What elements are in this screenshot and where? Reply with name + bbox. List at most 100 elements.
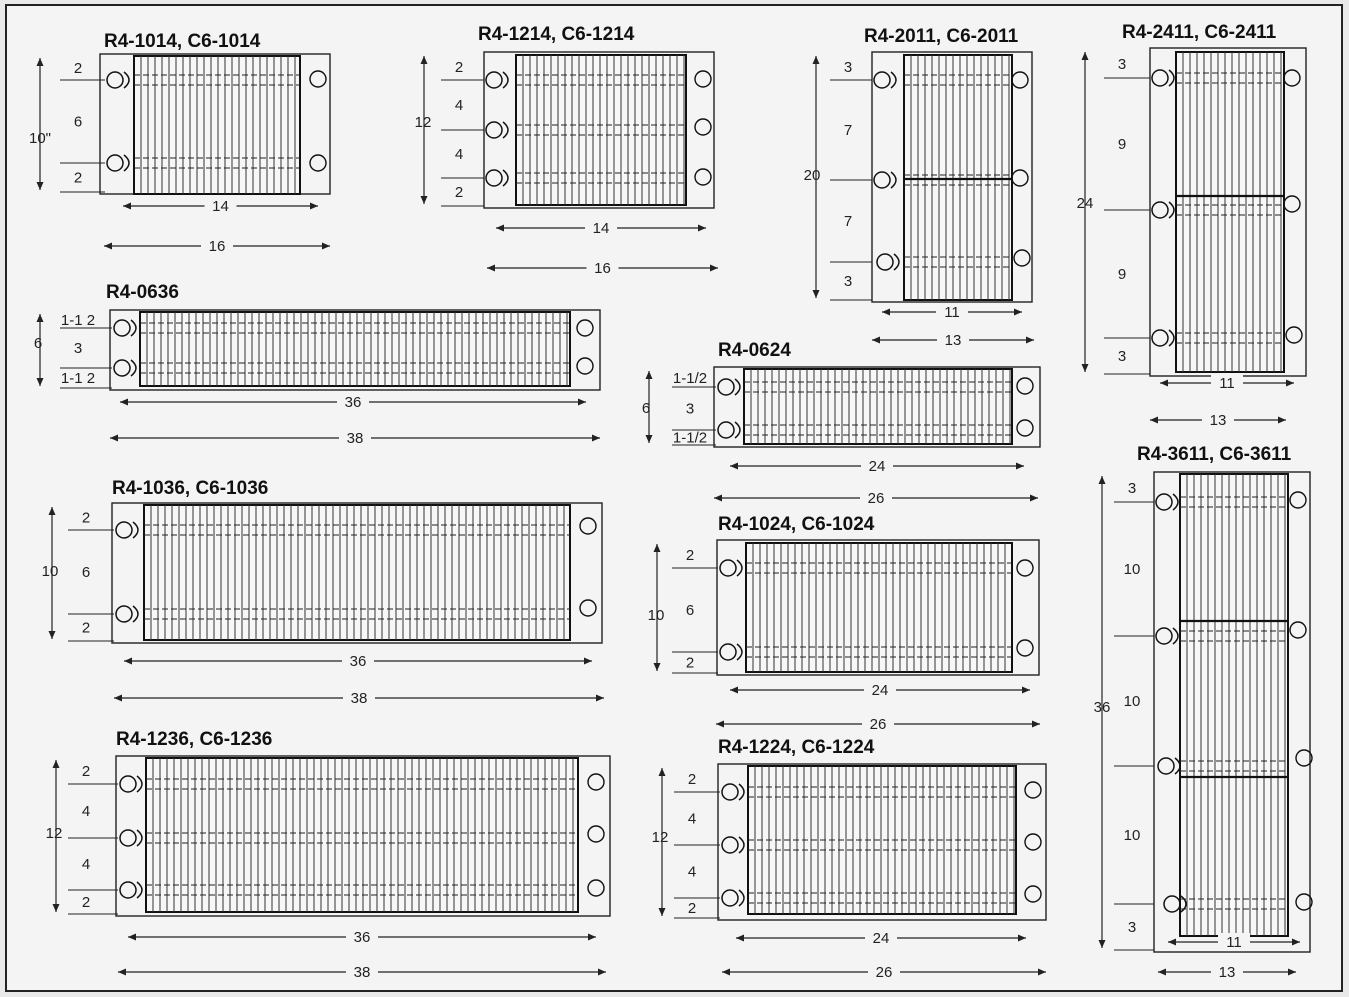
segment-label: 2 [74, 60, 82, 77]
arrowhead [496, 224, 504, 232]
terminal-hole [721, 783, 739, 801]
terminal-lug [502, 169, 509, 187]
label-mask [937, 331, 969, 349]
unit-title: R4-1236, C6-1236 [116, 729, 272, 750]
arrowhead [596, 694, 604, 702]
arrowhead [1026, 336, 1034, 344]
element-core [743, 368, 1013, 445]
label-mask [868, 963, 900, 981]
terminal-lug [123, 154, 130, 172]
overall-height-label: 6 [642, 400, 650, 417]
terminal-lug [130, 359, 137, 377]
segment-label: 2 [82, 763, 90, 780]
mounting-plate [717, 763, 1047, 921]
mounting-plate [115, 755, 611, 917]
arrowhead [1150, 416, 1158, 424]
label-mask [343, 689, 375, 707]
label-mask [1211, 374, 1243, 392]
arrowhead [52, 760, 60, 768]
mounting-hole [1024, 885, 1042, 903]
overall-height-label: 10" [29, 130, 51, 147]
fin-set [910, 55, 1010, 300]
unit-title: R4-1036, C6-1036 [112, 478, 268, 499]
terminal-lug [890, 71, 897, 89]
arrowhead [592, 434, 600, 442]
outer-width-label: 38 [351, 690, 368, 707]
segment-label: 10 [1124, 693, 1141, 710]
mounting-hole [1295, 893, 1313, 911]
unit-r4-2411: R4-2411, C6-2411 24 3 9 9 3 11 13 [1077, 22, 1307, 429]
arrowhead [487, 264, 495, 272]
unit-title: R4-0636 [106, 282, 179, 303]
mounting-hole [694, 118, 712, 136]
label-mask [346, 928, 378, 946]
arrowhead [322, 242, 330, 250]
label-mask [346, 963, 378, 981]
arrowhead [736, 934, 744, 942]
arrowhead [653, 663, 661, 671]
unit-title: R4-1024, C6-1024 [718, 514, 875, 535]
arrowhead [588, 933, 596, 941]
terminal-lug [132, 605, 139, 623]
arrowhead [1018, 934, 1026, 942]
arrowhead [1022, 686, 1030, 694]
outer-width-label: 26 [870, 716, 887, 733]
terminal-lug [136, 881, 143, 899]
arrowhead [1081, 52, 1089, 60]
segment-label: 2 [82, 620, 90, 637]
inner-width-label: 36 [350, 653, 367, 670]
arrowhead [420, 56, 428, 64]
inner-width-label: 14 [212, 198, 229, 215]
mounting-hole [1016, 639, 1034, 657]
terminal-lug [1168, 201, 1175, 219]
segment-label: 1-1/2 [673, 430, 707, 447]
outer-width-label: 26 [876, 964, 893, 981]
fin-set [140, 56, 296, 194]
terminal-hole [873, 171, 891, 189]
element-core [747, 765, 1017, 915]
inner-width-label: 24 [869, 458, 886, 475]
segment-label: 3 [74, 340, 82, 357]
segment-label: 4 [82, 803, 90, 820]
fin-set [150, 505, 565, 640]
outer-width-label: 16 [209, 238, 226, 255]
mounting-hole [1016, 419, 1034, 437]
segment-label: 2 [82, 510, 90, 527]
mounting-hole [1289, 491, 1307, 509]
mounting-hole [309, 70, 327, 88]
terminal-hole [1163, 895, 1181, 913]
arrowhead [310, 202, 318, 210]
label-mask [861, 457, 893, 475]
arrowhead [730, 462, 738, 470]
terminal-hole [721, 889, 739, 907]
arrowhead [714, 494, 722, 502]
label-mask [1211, 963, 1243, 981]
element-core [143, 504, 571, 641]
terminal-hole [1157, 757, 1175, 775]
arrowhead [1292, 938, 1300, 946]
unit-title: R4-1214, C6-1214 [478, 24, 635, 45]
label-mask [864, 681, 896, 699]
arrowhead [36, 182, 44, 190]
segment-dims: 2 6 2 [68, 510, 114, 642]
segment-label: 4 [688, 811, 696, 828]
segment-label: 3 [1128, 480, 1136, 497]
arrowhead [722, 968, 730, 976]
terminal-hole [113, 319, 131, 337]
mounting-hole [1295, 749, 1313, 767]
label-mask [342, 652, 374, 670]
segment-label: 4 [82, 856, 90, 873]
element-tubes [134, 74, 300, 169]
segment-dims: 1-1/2 3 1-1/2 [672, 370, 716, 447]
terminal-lug [1172, 627, 1179, 645]
fin-set [752, 543, 1006, 672]
arrowhead [128, 933, 136, 941]
label-mask [860, 489, 892, 507]
mounting-hole [579, 517, 597, 535]
label-mask [204, 197, 237, 215]
terminal-lug [123, 71, 130, 89]
label-mask [862, 715, 894, 733]
